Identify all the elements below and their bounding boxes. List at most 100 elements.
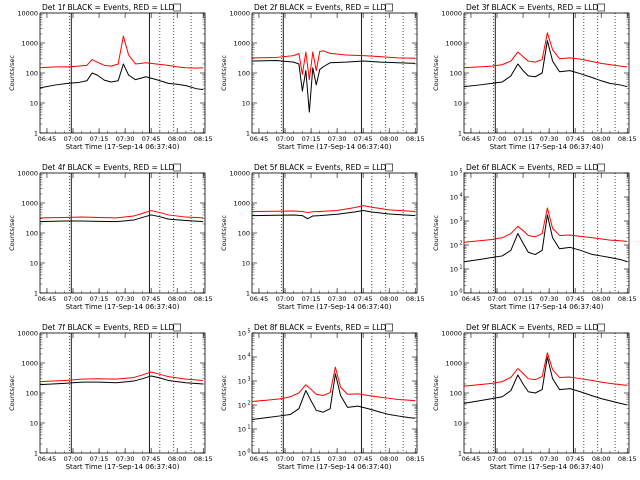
plot-frame bbox=[39, 172, 206, 294]
x-axis-label: Start Time (17-Sep-14 06:37:40) bbox=[490, 463, 604, 471]
legend-box bbox=[173, 3, 181, 12]
y-tick-label: 1 bbox=[34, 129, 38, 137]
y-tick-label: 100 bbox=[26, 389, 38, 397]
x-tick-label: 07:00 bbox=[488, 455, 507, 463]
x-tick-label: 07:45 bbox=[566, 135, 585, 143]
x-tick-label: 07:30 bbox=[540, 455, 559, 463]
x-axis-label: Start Time (17-Sep-14 06:37:40) bbox=[490, 143, 604, 151]
x-tick-label: 07:45 bbox=[142, 135, 161, 143]
legend-box bbox=[385, 323, 393, 332]
y-axis-label: Counts/sec bbox=[220, 215, 228, 251]
x-tick-label: 07:00 bbox=[276, 295, 295, 303]
x-tick-label: 06:45 bbox=[250, 455, 269, 463]
x-tick-label: 07:15 bbox=[90, 135, 109, 143]
y-tick-label: 100 bbox=[238, 229, 250, 237]
x-tick-label: 08:00 bbox=[168, 135, 187, 143]
x-tick-label: 07:45 bbox=[354, 455, 373, 463]
x-tick-label: 07:30 bbox=[328, 135, 347, 143]
y-tick-label: 1 bbox=[246, 289, 250, 297]
x-tick-label: 07:00 bbox=[64, 135, 83, 143]
x-tick-label: 06:45 bbox=[250, 295, 269, 303]
y-axis-label: Counts/sec bbox=[432, 215, 440, 251]
y-tick-label: 10 bbox=[454, 419, 462, 427]
y-tick-label: 10 bbox=[238, 377, 246, 385]
y-tick-label: 100 bbox=[238, 69, 250, 77]
y-axis-label: Counts/sec bbox=[432, 375, 440, 411]
x-tick-label: 08:15 bbox=[618, 295, 637, 303]
x-tick-label: 06:45 bbox=[38, 455, 57, 463]
y-tick-label: 10 bbox=[454, 99, 462, 107]
y-tick-label: 10 bbox=[238, 353, 246, 361]
x-tick-label: 08:00 bbox=[592, 295, 611, 303]
legend-box bbox=[597, 323, 605, 332]
x-axis-label: Start Time (17-Sep-14 06:37:40) bbox=[66, 303, 180, 311]
x-tick-label: 08:00 bbox=[380, 135, 399, 143]
y-tick-label: 10 bbox=[450, 265, 458, 273]
x-tick-label: 07:30 bbox=[328, 295, 347, 303]
y-tick-exponent: 4 bbox=[459, 193, 462, 199]
y-tick-label: 100 bbox=[26, 229, 38, 237]
x-axis-label: Start Time (17-Sep-14 06:37:40) bbox=[66, 463, 180, 471]
legend-box bbox=[385, 163, 393, 172]
y-tick-label: 10000 bbox=[441, 9, 462, 17]
events-series-line bbox=[463, 356, 628, 406]
x-tick-label: 07:30 bbox=[328, 455, 347, 463]
lld-series-line bbox=[251, 366, 416, 402]
plot-frame bbox=[251, 172, 418, 294]
x-tick-label: 07:45 bbox=[142, 455, 161, 463]
x-tick-label: 07:45 bbox=[566, 295, 585, 303]
x-tick-label: 07:30 bbox=[116, 295, 135, 303]
y-tick-exponent: 5 bbox=[247, 329, 250, 335]
y-tick-label: 10 bbox=[238, 401, 246, 409]
chart-title: Det 9f BLACK = Events, RED = LLD bbox=[466, 323, 599, 332]
legend-box bbox=[597, 3, 605, 12]
chart-panel-4: Det 4f BLACK = Events, RED = LLD 1 10 100 10… bbox=[8, 163, 213, 311]
x-tick-label: 08:15 bbox=[406, 455, 425, 463]
x-tick-label: 07:45 bbox=[142, 295, 161, 303]
x-tick-label: 07:15 bbox=[302, 295, 321, 303]
y-tick-exponent: 2 bbox=[459, 241, 462, 247]
y-tick-label: 10 bbox=[238, 329, 246, 337]
y-tick-label: 10 bbox=[30, 99, 38, 107]
x-tick-label: 06:45 bbox=[462, 135, 481, 143]
legend-box bbox=[385, 3, 393, 12]
chart-title: Det 8f BLACK = Events, RED = LLD bbox=[254, 323, 387, 332]
y-tick-exponent: 0 bbox=[247, 449, 250, 455]
y-tick-label: 10000 bbox=[17, 9, 38, 17]
events-series-line bbox=[251, 60, 416, 113]
y-tick-label: 1000 bbox=[233, 199, 250, 207]
x-tick-label: 07:45 bbox=[566, 455, 585, 463]
x-tick-label: 07:45 bbox=[354, 295, 373, 303]
events-series-line bbox=[463, 214, 628, 263]
x-tick-label: 08:15 bbox=[618, 135, 637, 143]
chart-panel-7: Det 7f BLACK = Events, RED = LLD 1 10 100 10… bbox=[8, 323, 213, 471]
x-tick-label: 07:30 bbox=[116, 455, 135, 463]
x-tick-label: 07:00 bbox=[276, 455, 295, 463]
y-tick-label: 10 bbox=[450, 241, 458, 249]
x-tick-label: 06:45 bbox=[462, 455, 481, 463]
y-axis-label: Counts/sec bbox=[432, 55, 440, 91]
x-tick-label: 07:15 bbox=[302, 135, 321, 143]
y-tick-label: 10000 bbox=[441, 329, 462, 337]
plot-frame bbox=[463, 12, 630, 134]
y-tick-label: 10 bbox=[30, 419, 38, 427]
chart-panel-9: Det 9f BLACK = Events, RED = LLD 1 10 100 10… bbox=[432, 323, 637, 471]
legend-box bbox=[173, 163, 181, 172]
x-tick-label: 07:15 bbox=[514, 295, 533, 303]
x-tick-label: 07:00 bbox=[488, 295, 507, 303]
y-tick-exponent: 2 bbox=[247, 401, 250, 407]
events-series-line bbox=[251, 210, 416, 220]
x-axis-label: Start Time (17-Sep-14 06:37:40) bbox=[490, 303, 604, 311]
x-tick-label: 07:15 bbox=[514, 135, 533, 143]
y-tick-label: 10 bbox=[242, 99, 250, 107]
y-tick-exponent: 4 bbox=[247, 353, 250, 359]
x-tick-label: 08:15 bbox=[618, 455, 637, 463]
x-tick-label: 06:45 bbox=[38, 135, 57, 143]
x-tick-label: 07:15 bbox=[90, 295, 109, 303]
chart-panel-1: Det 1f BLACK = Events, RED = LLD 1 10 100 10… bbox=[8, 3, 213, 151]
y-tick-label: 10000 bbox=[17, 169, 38, 177]
x-tick-label: 08:00 bbox=[380, 455, 399, 463]
chart-panel-5: Det 5f BLACK = Events, RED = LLD 1 10 100 10… bbox=[220, 163, 425, 311]
x-tick-label: 08:15 bbox=[194, 295, 213, 303]
